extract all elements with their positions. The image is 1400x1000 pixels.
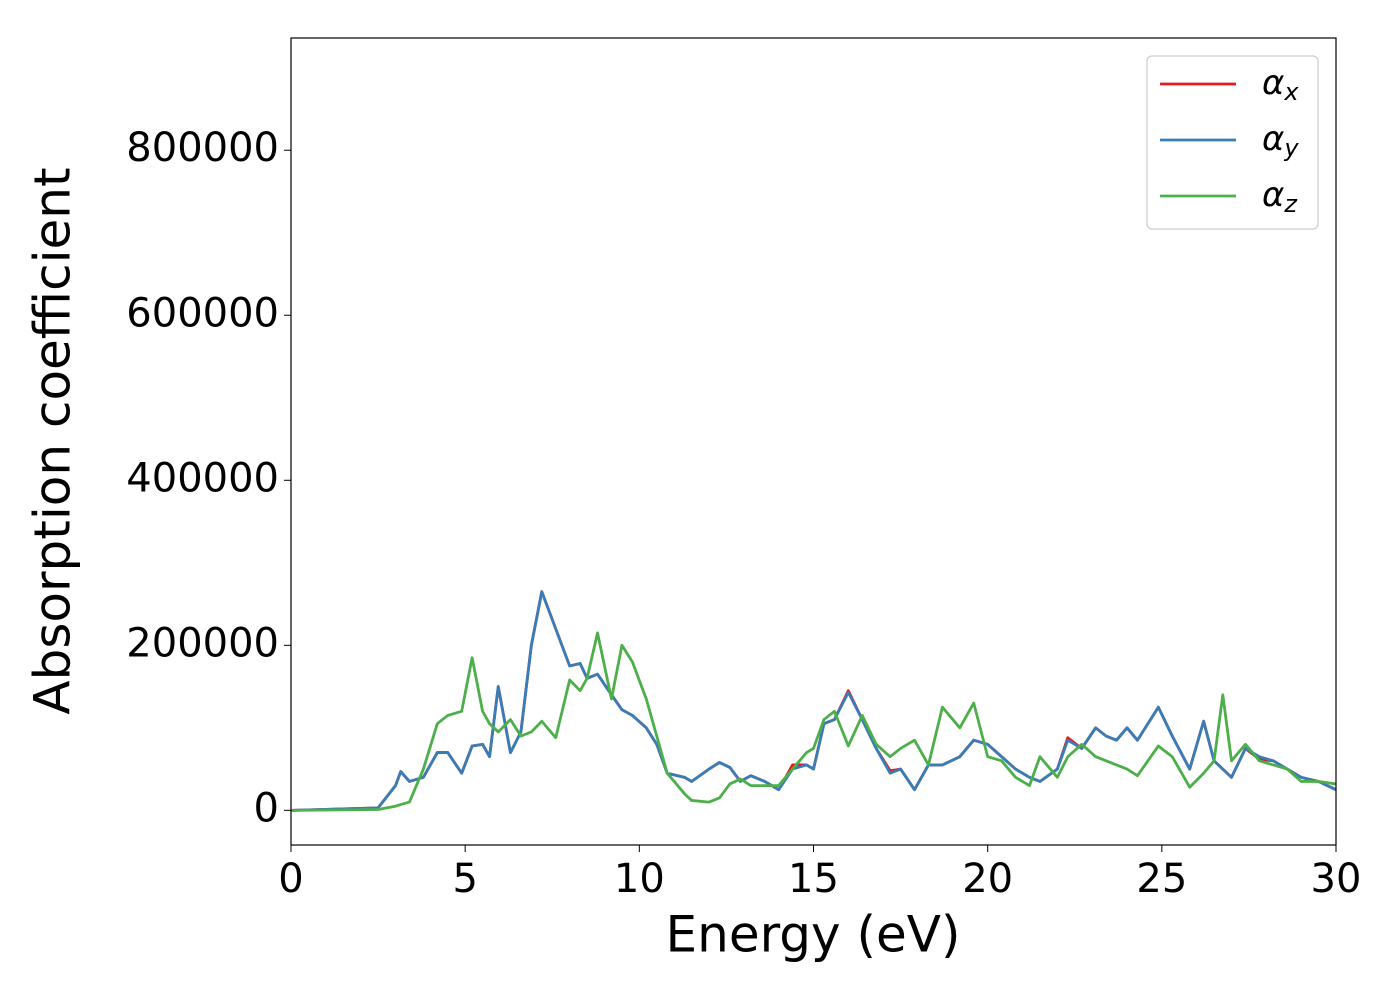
x-tick-label: 25 bbox=[1136, 856, 1187, 902]
legend-box bbox=[1146, 55, 1319, 230]
legend-label: αy bbox=[1262, 119, 1299, 163]
y-tick-label: 600000 bbox=[126, 290, 279, 336]
series-line bbox=[291, 590, 1336, 812]
series-line bbox=[291, 631, 1336, 812]
y-tick-label: 200000 bbox=[126, 620, 279, 666]
y-axis-label: Absorption coefficient bbox=[24, 167, 82, 714]
y-tick-label: 400000 bbox=[126, 455, 279, 501]
x-tick-label: 0 bbox=[278, 856, 303, 902]
x-tick-label: 10 bbox=[614, 856, 665, 902]
y-tick-label: 800000 bbox=[126, 125, 279, 171]
x-tick-label: 20 bbox=[962, 856, 1013, 902]
x-tick-label: 5 bbox=[452, 856, 477, 902]
x-axis-label: Energy (eV) bbox=[666, 906, 961, 964]
legend-label: αx bbox=[1262, 63, 1299, 107]
plot-frame bbox=[290, 37, 1337, 846]
y-tick-label: 0 bbox=[254, 785, 279, 831]
x-tick-label: 15 bbox=[788, 856, 839, 902]
x-tick-label: 30 bbox=[1311, 856, 1362, 902]
legend-label: αz bbox=[1262, 175, 1298, 219]
